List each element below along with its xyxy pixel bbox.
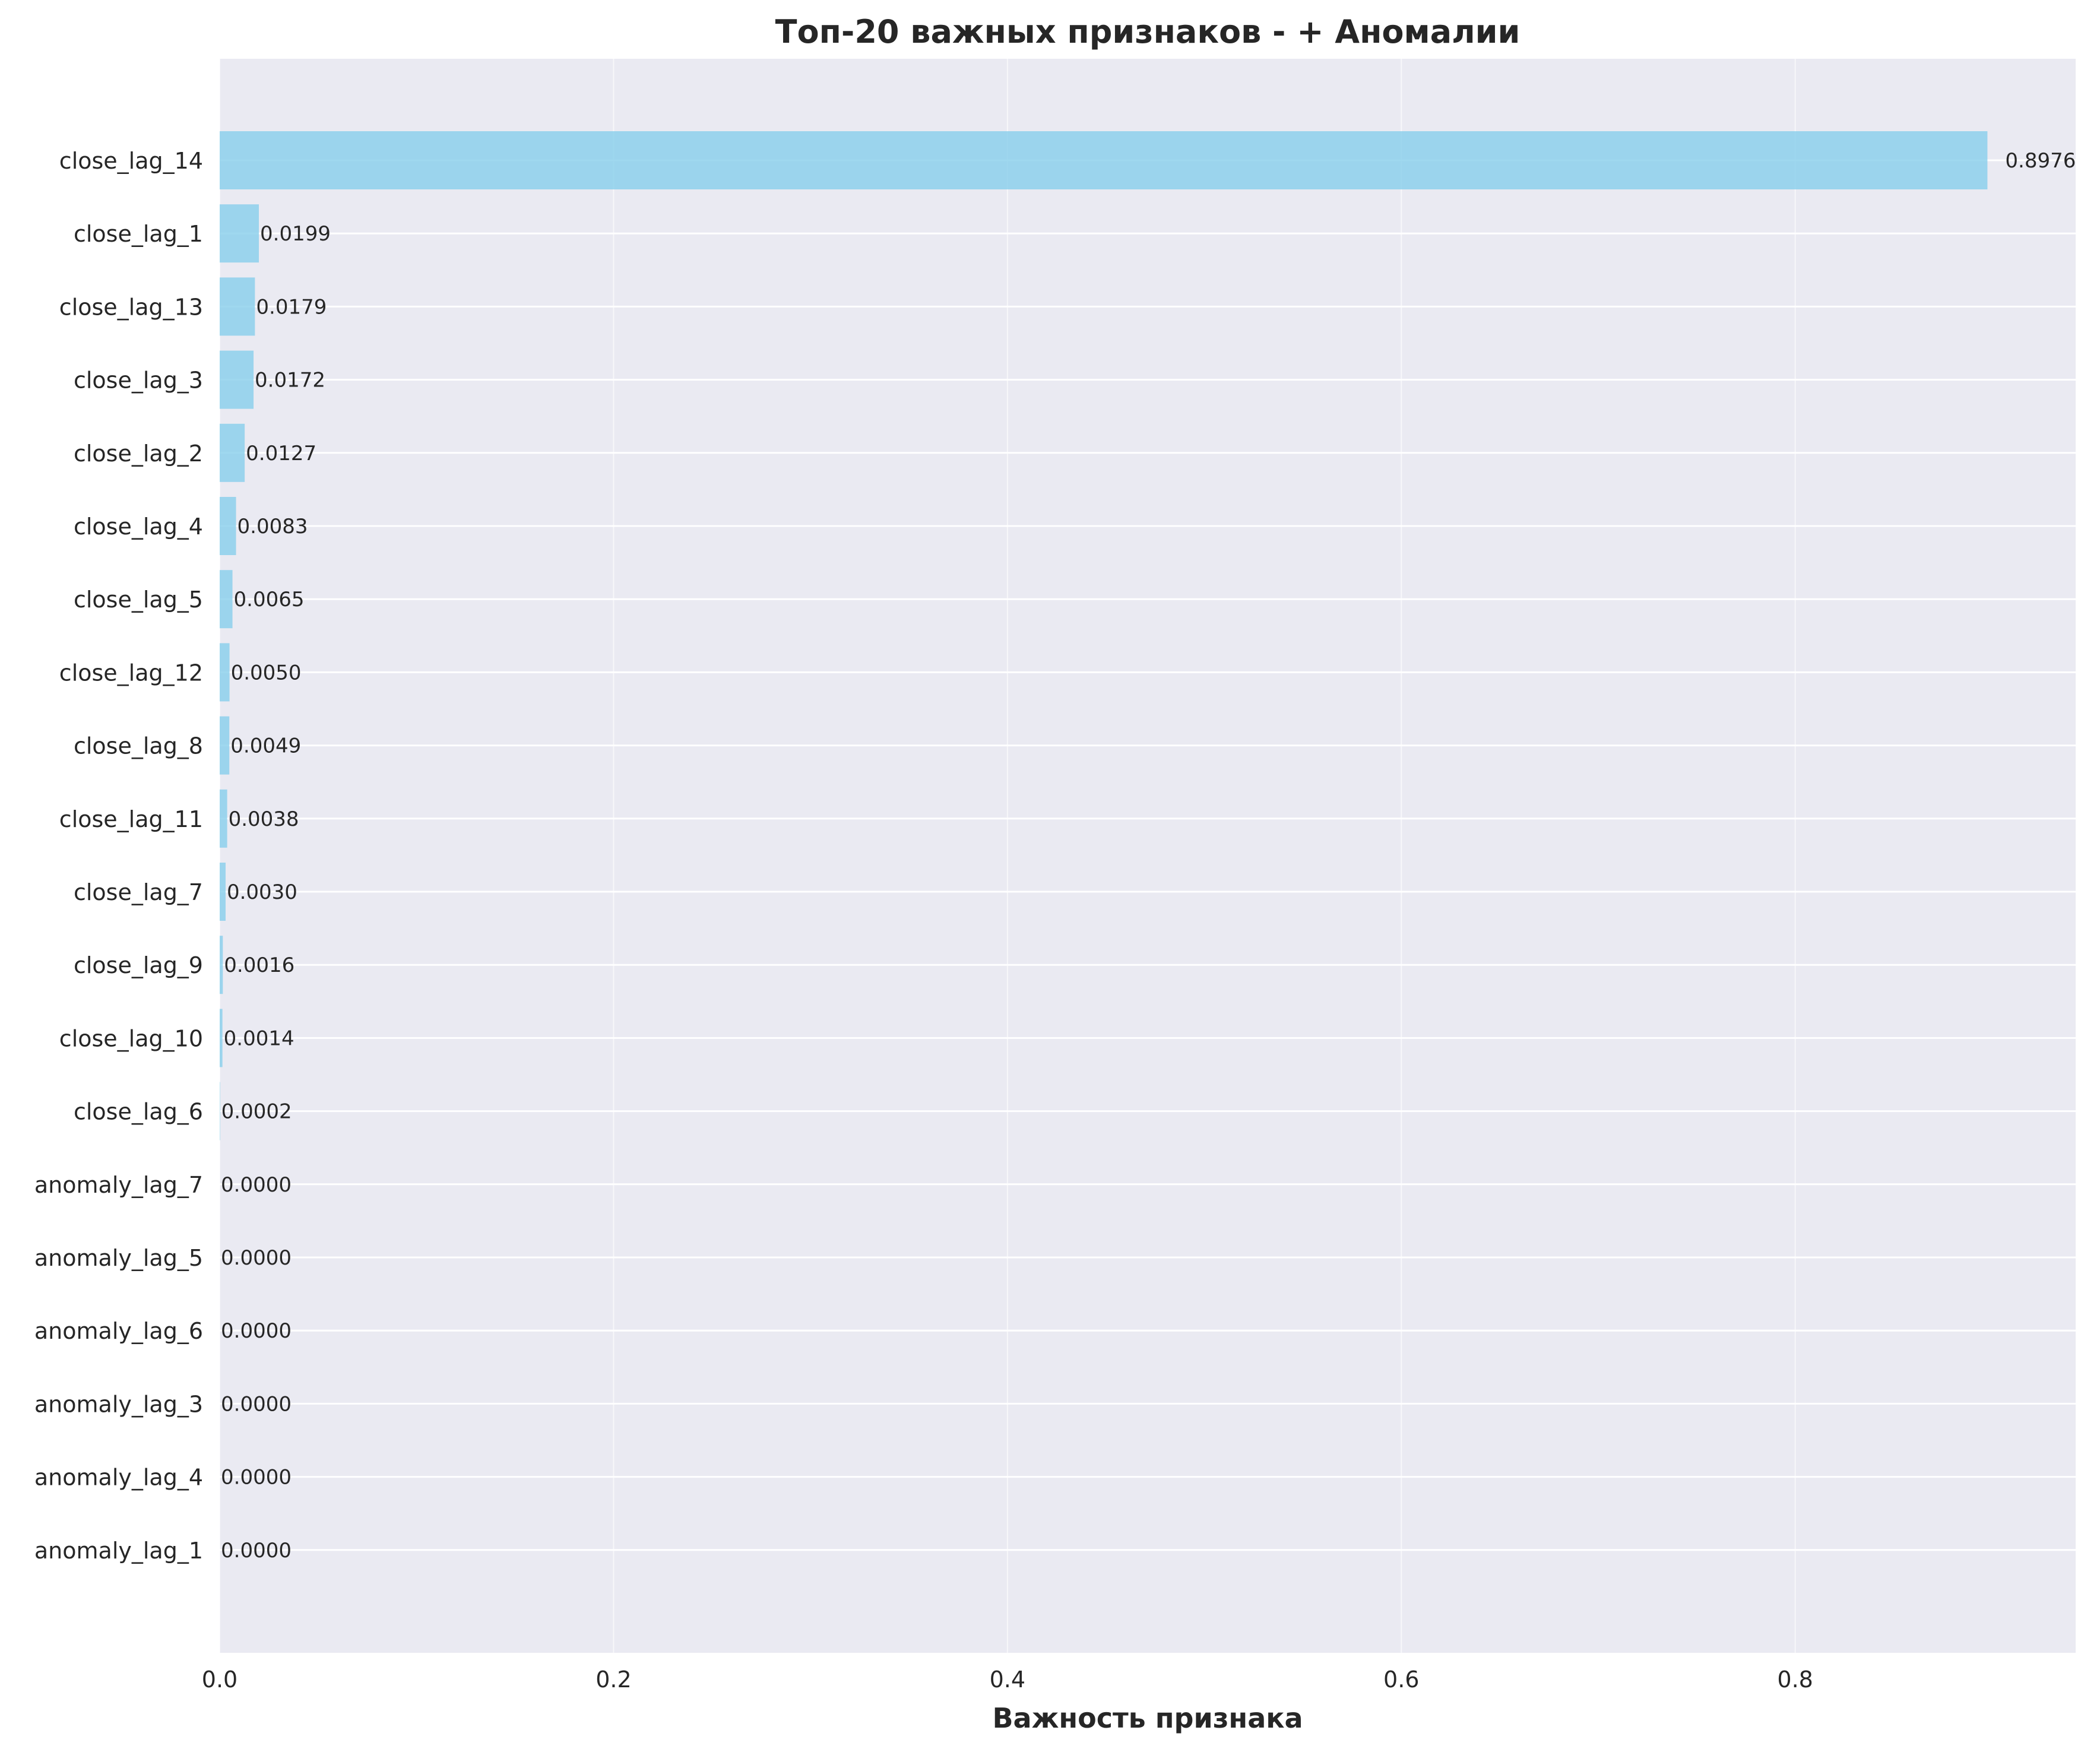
y-tick-label: anomaly_lag_6 (34, 1318, 203, 1344)
bar (220, 131, 1988, 189)
value-label: 0.0030 (227, 880, 297, 904)
value-label: 0.0000 (221, 1539, 292, 1563)
value-label: 0.0172 (255, 369, 325, 392)
value-label: 0.0000 (221, 1246, 292, 1270)
y-tick-label: close_lag_12 (59, 660, 203, 686)
y-tick-label: close_lag_5 (74, 587, 203, 613)
value-label: 0.0000 (221, 1173, 292, 1197)
value-label: 0.0000 (221, 1466, 292, 1490)
y-tick-label: anomaly_lag_3 (34, 1391, 203, 1417)
value-label: 0.0179 (256, 295, 327, 319)
value-label: 0.0016 (224, 953, 294, 977)
y-tick-label: close_lag_4 (74, 514, 203, 540)
y-tick-label: close_lag_13 (59, 294, 203, 320)
value-label: 0.0038 (229, 807, 299, 831)
y-tick-label: close_lag_11 (59, 806, 203, 832)
y-tick-label: anomaly_lag_4 (34, 1465, 203, 1491)
x-tick-label: 0.0 (202, 1666, 237, 1693)
plot-area (220, 59, 2076, 1653)
y-tick-label: anomaly_lag_5 (34, 1245, 203, 1271)
bar (220, 423, 245, 482)
chart-title: Топ-20 важных признаков - + Аномалии (775, 13, 1521, 50)
value-label: 0.0083 (237, 515, 308, 538)
value-label: 0.0000 (221, 1392, 292, 1416)
y-tick-label: close_lag_6 (74, 1099, 203, 1125)
x-tick-label: 0.6 (1383, 1666, 1419, 1693)
bar (220, 497, 236, 555)
bar (220, 277, 255, 336)
value-label: 0.8976 (2005, 149, 2076, 173)
y-tick-label: anomaly_lag_1 (34, 1538, 203, 1564)
y-tick-label: anomaly_lag_7 (34, 1172, 203, 1198)
x-tick-labels: 0.0 0.2 0.4 0.6 0.8 (202, 1666, 1813, 1693)
bar (220, 789, 227, 848)
value-label: 0.0000 (221, 1319, 292, 1343)
bar (220, 204, 259, 263)
value-label: 0.0199 (260, 222, 331, 246)
y-tick-labels: close_lag_14 close_lag_1 close_lag_13close… (34, 148, 203, 1564)
bar (220, 570, 233, 629)
bar (220, 936, 223, 994)
value-label: 0.0065 (234, 588, 305, 611)
value-label: 0.0049 (230, 734, 301, 758)
y-tick-label: close_lag_2 (74, 441, 203, 467)
y-tick-label: close_lag_8 (74, 733, 203, 759)
bar (220, 350, 254, 409)
bars (220, 131, 1988, 1140)
x-axis-label: Важность признака (992, 1702, 1303, 1734)
value-label: 0.0050 (231, 661, 302, 685)
bar (220, 643, 230, 702)
y-tick-label: close_lag_1 (74, 221, 203, 247)
x-tick-label: 0.2 (596, 1666, 631, 1693)
value-label: 0.0127 (246, 442, 316, 465)
bar (220, 716, 230, 775)
bar (220, 1009, 223, 1067)
value-label: 0.0002 (221, 1100, 292, 1124)
bar (220, 863, 226, 921)
y-tick-label: close_lag_14 (59, 148, 203, 174)
y-tick-label: close_lag_3 (74, 367, 203, 394)
y-tick-label: close_lag_9 (74, 952, 203, 978)
x-tick-label: 0.4 (990, 1666, 1025, 1693)
value-labels: 0.8976 0.0199 0.0179 0.0172 0.0127 0.0083 0.00… (221, 149, 2076, 1563)
y-tick-label: close_lag_7 (74, 879, 203, 905)
value-label: 0.0014 (224, 1026, 294, 1050)
y-tick-label: close_lag_10 (59, 1025, 203, 1051)
x-tick-label: 0.8 (1777, 1666, 1813, 1693)
